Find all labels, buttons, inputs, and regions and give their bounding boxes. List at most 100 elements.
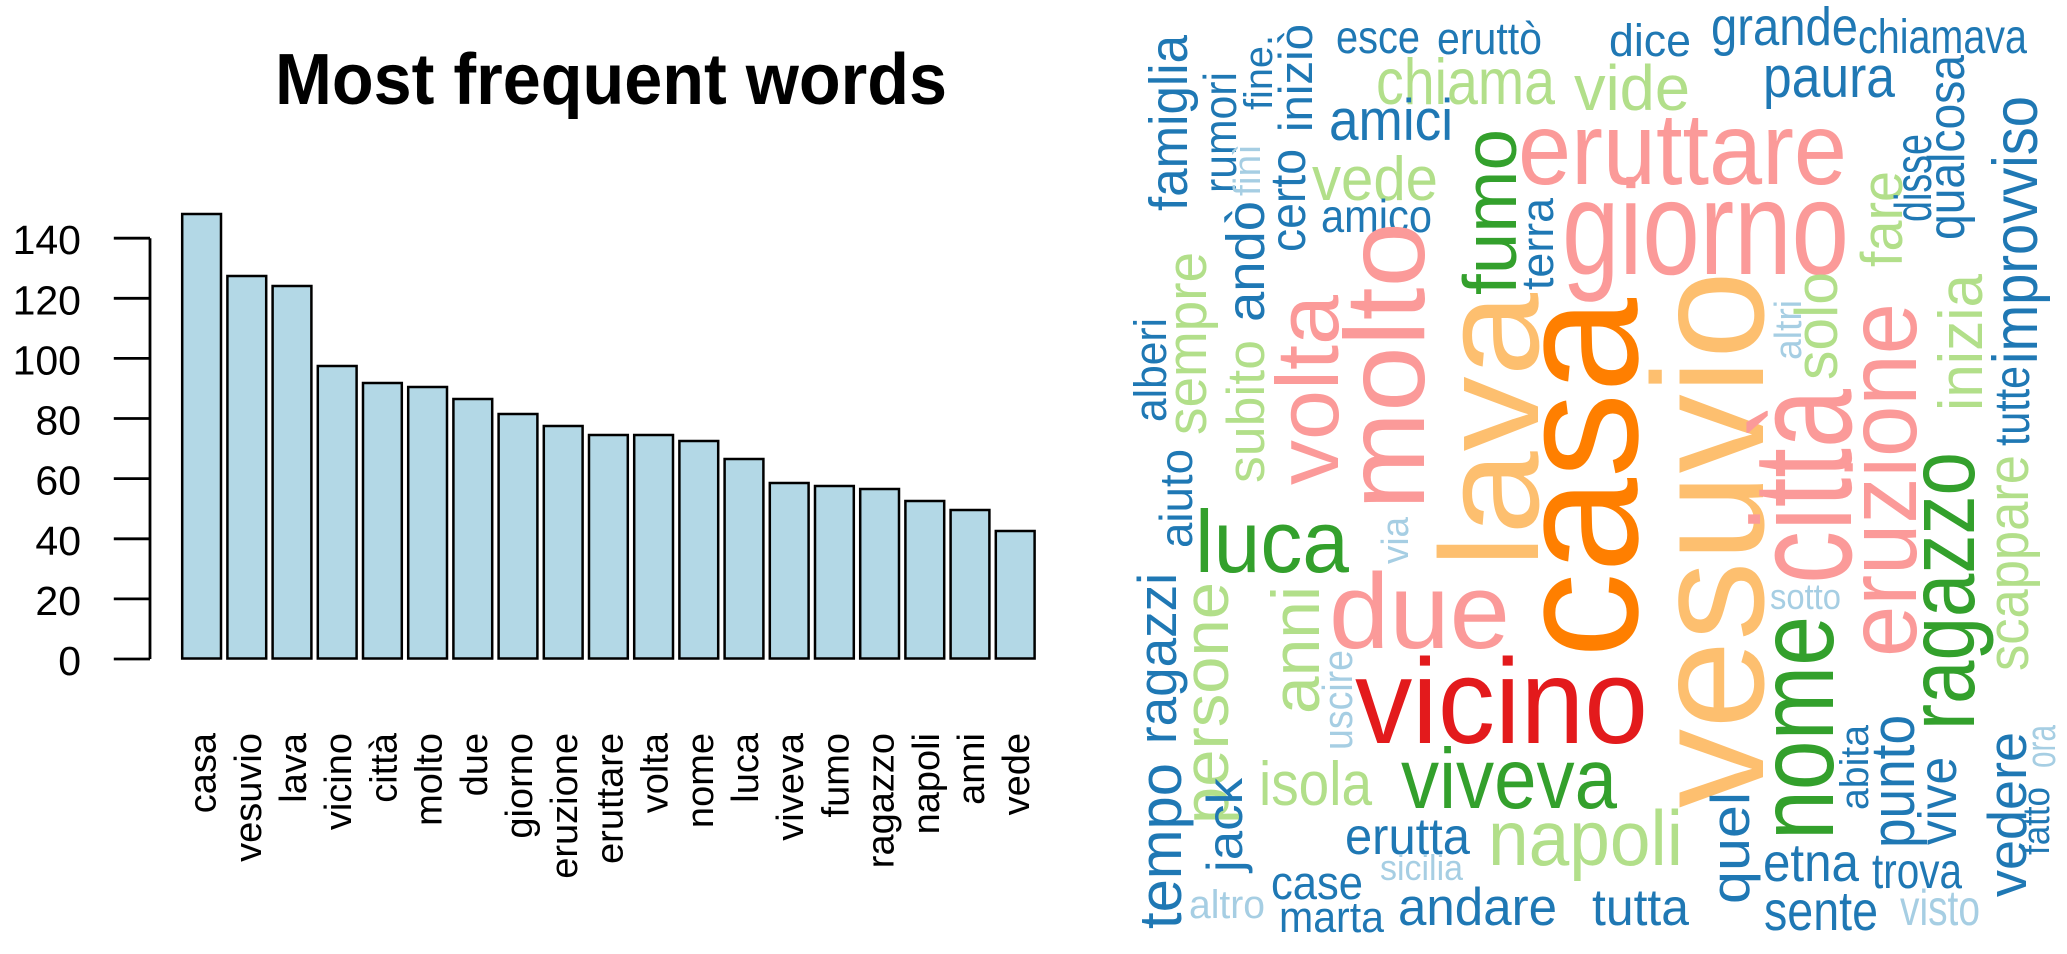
svg-text:ragazzo: ragazzo xyxy=(861,733,903,868)
svg-text:inizia: inizia xyxy=(1927,274,1996,411)
svg-text:abita: abita xyxy=(1833,724,1877,810)
svg-text:paura: paura xyxy=(1763,45,1896,110)
svg-text:erutta: erutta xyxy=(1345,808,1470,866)
svg-text:città: città xyxy=(363,732,405,803)
svg-text:andò: andò xyxy=(1216,201,1276,322)
svg-text:alberi: alberi xyxy=(1125,318,1176,422)
svg-text:chiamava: chiamava xyxy=(1858,11,2027,64)
svg-text:viveva: viveva xyxy=(770,732,812,841)
svg-text:napoli: napoli xyxy=(906,733,948,834)
svg-text:uscire: uscire xyxy=(1314,650,1361,750)
svg-text:vesuvio: vesuvio xyxy=(228,733,270,862)
svg-text:rumori: rumori xyxy=(1194,72,1246,193)
svg-text:improvviso: improvviso xyxy=(1981,96,2051,364)
svg-text:sicilia: sicilia xyxy=(1380,847,1464,888)
svg-text:vede: vede xyxy=(1312,145,1438,214)
svg-text:vede: vede xyxy=(996,733,1038,815)
svg-text:vide: vide xyxy=(1574,52,1690,124)
svg-text:volta: volta xyxy=(1258,295,1357,485)
svg-text:famiglia: famiglia xyxy=(1139,34,1199,211)
svg-text:vicino: vicino xyxy=(1355,633,1648,769)
svg-text:quel: quel xyxy=(1699,792,1761,904)
svg-text:persone: persone xyxy=(1170,582,1242,824)
svg-text:amici: amici xyxy=(1329,88,1453,153)
svg-text:grande: grande xyxy=(1711,0,1858,57)
svg-text:terra: terra xyxy=(1512,197,1563,290)
svg-text:tutte: tutte xyxy=(1984,366,2040,446)
svg-text:tutta: tutta xyxy=(1592,879,1689,937)
svg-text:via: via xyxy=(1375,516,1417,564)
svg-text:fumo: fumo xyxy=(815,733,857,817)
svg-text:eruzione: eruzione xyxy=(1827,303,1937,657)
svg-text:certo: certo xyxy=(1260,149,1316,252)
svg-text:volta: volta xyxy=(635,732,677,813)
svg-text:andare: andare xyxy=(1398,878,1557,937)
svg-text:iniziò: iniziò xyxy=(1269,24,1322,132)
svg-text:case: case xyxy=(1271,856,1363,909)
svg-text:punto: punto xyxy=(1859,715,1928,848)
svg-text:ragazzi: ragazzi xyxy=(1126,573,1188,744)
svg-text:molto: molto xyxy=(1322,222,1448,510)
svg-text:vive: vive xyxy=(1908,757,1968,845)
svg-text:esce: esce xyxy=(1336,11,1420,63)
svg-text:visto: visto xyxy=(1900,880,1980,936)
svg-text:napoli: napoli xyxy=(1488,794,1683,882)
svg-text:dice: dice xyxy=(1609,15,1691,66)
svg-text:lava: lava xyxy=(1411,293,1568,568)
svg-text:Most frequent words: Most frequent words xyxy=(275,40,947,120)
svg-text:viveva: viveva xyxy=(1401,732,1618,827)
svg-text:fare: fare xyxy=(1850,171,1915,267)
svg-text:fatto: fatto xyxy=(2016,787,2058,855)
svg-text:40: 40 xyxy=(35,518,81,564)
svg-text:qualcosa: qualcosa xyxy=(1918,55,1976,240)
svg-text:chiama: chiama xyxy=(1376,45,1556,118)
svg-text:etna: etna xyxy=(1763,833,1860,893)
svg-text:disse: disse xyxy=(1885,134,1943,222)
svg-text:trova: trova xyxy=(1872,843,1962,899)
svg-text:isola: isola xyxy=(1259,750,1372,819)
svg-text:sempre: sempre xyxy=(1155,252,1219,435)
svg-text:altri: altri xyxy=(1768,300,1810,360)
svg-text:finì: finì xyxy=(1227,144,1269,196)
svg-text:vesuvio: vesuvio xyxy=(1621,271,1797,808)
svg-text:vedere: vedere xyxy=(1976,732,2038,897)
svg-text:luca: luca xyxy=(1195,492,1349,591)
svg-text:altro: altro xyxy=(1189,883,1265,927)
svg-text:nome: nome xyxy=(680,733,722,828)
svg-text:eruzione: eruzione xyxy=(544,733,586,879)
svg-text:solo: solo xyxy=(1783,272,1850,380)
svg-text:città: città xyxy=(1723,389,1882,584)
svg-text:due: due xyxy=(454,733,496,796)
svg-text:marta: marta xyxy=(1279,893,1384,942)
svg-text:vicino: vicino xyxy=(318,733,360,830)
svg-text:eruttare: eruttare xyxy=(589,733,631,864)
svg-text:100: 100 xyxy=(13,337,81,383)
svg-text:due: due xyxy=(1329,551,1510,671)
svg-text:anni: anni xyxy=(1258,586,1334,714)
svg-text:eruttare: eruttare xyxy=(1518,92,1847,206)
svg-text:luca: luca xyxy=(725,732,767,803)
svg-text:140: 140 xyxy=(13,217,81,263)
svg-text:nome: nome xyxy=(1735,616,1856,840)
svg-text:120: 120 xyxy=(13,277,81,323)
svg-text:giorno: giorno xyxy=(499,733,541,839)
svg-text:sotto: sotto xyxy=(1770,576,1841,617)
svg-text:anni: anni xyxy=(951,733,993,805)
svg-text:lava: lava xyxy=(273,732,315,803)
svg-text:molto: molto xyxy=(409,733,451,826)
svg-text:casa: casa xyxy=(183,732,225,813)
svg-text:80: 80 xyxy=(35,398,81,444)
svg-text:ragazzo: ragazzo xyxy=(1889,452,1995,730)
svg-text:sente: sente xyxy=(1764,879,1878,942)
svg-text:eruttò: eruttò xyxy=(1437,13,1542,64)
svg-text:20: 20 xyxy=(35,578,81,624)
svg-text:tempo: tempo xyxy=(1127,763,1194,929)
svg-text:casa: casa xyxy=(1479,298,1674,658)
svg-text:ora: ora xyxy=(2017,725,2064,768)
svg-text:jack: jack xyxy=(1197,777,1253,874)
svg-text:fine.: fine. xyxy=(1237,35,1281,110)
svg-text:fumo: fumo xyxy=(1448,129,1532,295)
svg-text:giorno: giorno xyxy=(1562,154,1849,303)
svg-text:aiuto: aiuto xyxy=(1150,449,1202,548)
svg-text:amico: amico xyxy=(1321,190,1432,242)
